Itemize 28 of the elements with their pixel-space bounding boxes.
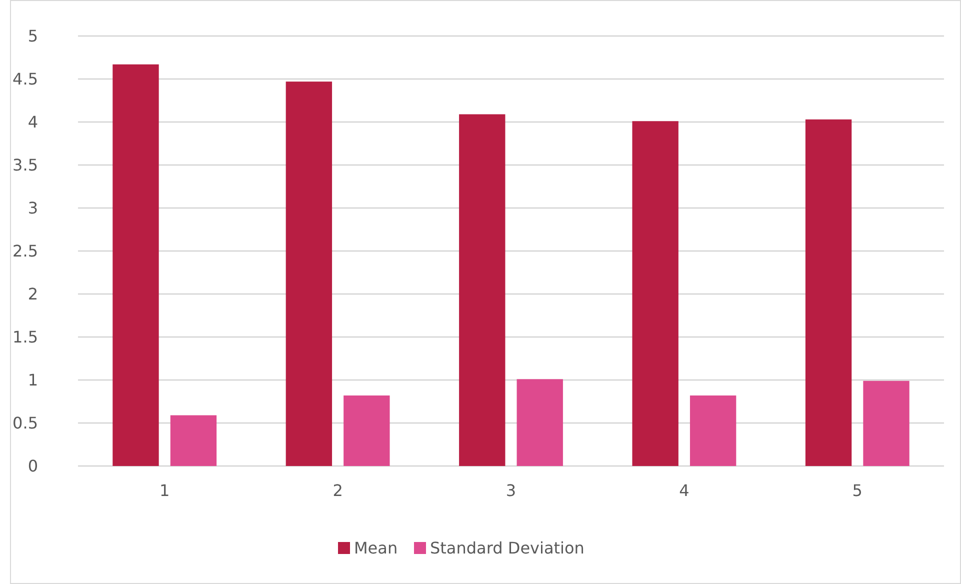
y-tick-label: 4.5 [12, 70, 38, 89]
y-tick-label: 1 [28, 370, 38, 390]
x-tick-label: 3 [506, 481, 516, 500]
y-tick-label: 0 [28, 456, 38, 476]
bar [286, 82, 332, 466]
y-tick-label: 2 [28, 284, 38, 304]
bar [516, 379, 563, 466]
y-tick-label: 0.5 [12, 414, 38, 433]
legend-label: Standard Deviation [430, 538, 584, 558]
y-tick-label: 3.5 [12, 156, 38, 175]
bar [170, 415, 217, 466]
y-tick-label: 1.5 [12, 328, 38, 347]
y-tick-label: 2.5 [12, 242, 38, 261]
y-tick-label: 4 [28, 112, 38, 132]
bar [690, 395, 736, 466]
bar [863, 380, 910, 466]
x-tick-label: 1 [160, 481, 170, 500]
legend-label: Mean [354, 538, 398, 558]
y-tick-label: 3 [28, 198, 38, 218]
bar [344, 395, 390, 466]
x-tick-label: 5 [852, 481, 862, 500]
bar [632, 121, 678, 466]
x-tick-label: 4 [679, 481, 690, 500]
bar [112, 64, 159, 466]
bar [459, 114, 506, 466]
y-tick-label: 5 [28, 26, 38, 46]
bar [805, 119, 852, 466]
x-tick-label: 2 [332, 481, 343, 500]
